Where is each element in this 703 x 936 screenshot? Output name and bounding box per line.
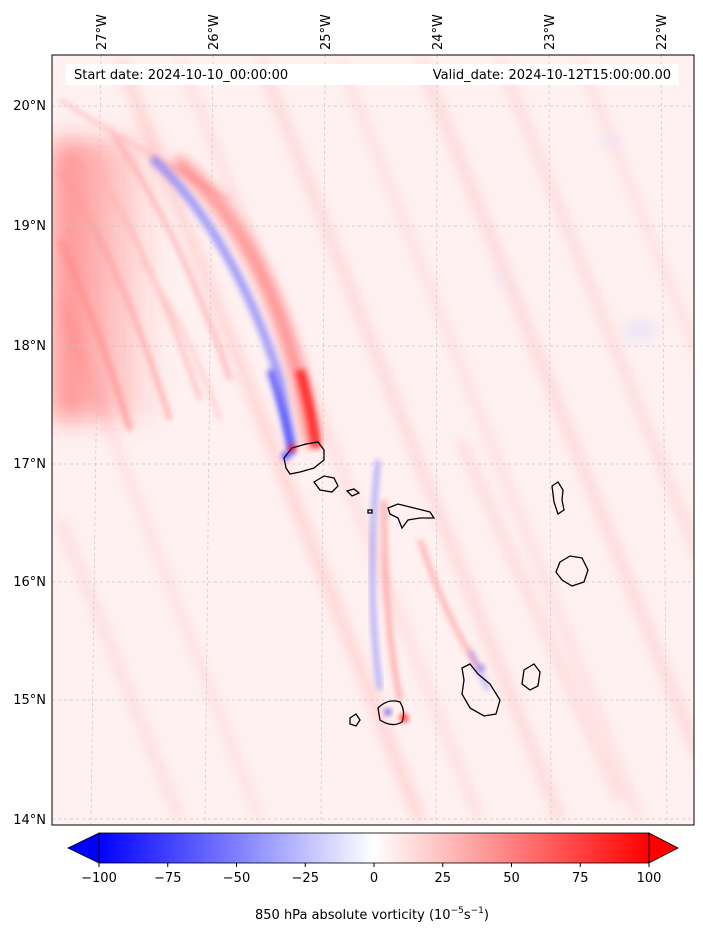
start-date-label: Start date: 2024-10-10_00:00:00 [74, 68, 288, 83]
lon-label-27w: 27°W [95, 14, 110, 50]
colorbar-body [98, 832, 650, 864]
colorbar-ticks: −100 −75 −50 −25 0 25 50 75 100 [81, 863, 661, 886]
graticule [52, 55, 694, 825]
valid-date-label: Valid_date: 2024-10-12T15:00:00.00 [433, 68, 671, 83]
lat-label-17n: 17°N [13, 457, 46, 472]
colorbar: −100 −75 −50 −25 0 25 50 75 100 850 hPa absolute… [67, 832, 679, 923]
vorticity-field [52, 55, 694, 825]
lat-label-18n: 18°N [13, 339, 46, 354]
island-branco [367, 509, 373, 514]
colorbar-tick-label: 75 [572, 871, 589, 886]
colorbar-tick-label: −100 [81, 871, 117, 886]
latitude-labels: 20°N 19°N 18°N 17°N 16°N 15°N 14°N [13, 99, 46, 828]
colorbar-tick-label: −25 [292, 871, 319, 886]
island-santiago [461, 663, 501, 717]
colorbar-tick-label: 25 [434, 871, 451, 886]
lat-label-16n: 16°N [13, 575, 46, 590]
island-santa-luzia [345, 488, 361, 497]
lat-label-19n: 19°N [13, 219, 46, 234]
lat-label-20n: 20°N [13, 99, 46, 114]
lat-label-15n: 15°N [13, 693, 46, 708]
colorbar-extend-left [67, 832, 100, 864]
colorbar-tick-label: 50 [503, 871, 520, 886]
colorbar-tick-label: −50 [223, 871, 250, 886]
island-brava [349, 713, 361, 727]
colorbar-label: 850 hPa absolute vorticity (10−5s−1) [255, 906, 489, 923]
colorbar-tick-label: 0 [370, 871, 378, 886]
map-frame [51, 54, 695, 826]
colorbar-tick-label: 100 [637, 871, 662, 886]
faint-blue-patches [488, 132, 658, 340]
colorbar-tick-label: −75 [154, 871, 181, 886]
main-wake-red [170, 154, 321, 449]
island-boa-vista [555, 555, 589, 587]
lon-label-22w: 22°W [655, 14, 670, 50]
island-sao-nicolau [387, 503, 436, 530]
island-maio [521, 663, 541, 691]
info-box-background [66, 64, 679, 85]
lon-label-23w: 23°W [543, 14, 558, 50]
island-sao-vicente [313, 475, 339, 493]
island-fogo [377, 700, 405, 726]
southern-wakes [369, 459, 490, 701]
colorbar-extend-right [648, 832, 679, 864]
island-vorticity-spots [282, 444, 485, 722]
lon-label-25w: 25°W [319, 14, 334, 50]
island-sal [551, 481, 565, 516]
lat-label-14n: 14°N [13, 813, 46, 828]
longitude-labels: 27°W 26°W 25°W 24°W 23°W 22°W [95, 14, 670, 50]
lon-label-24w: 24°W [431, 14, 446, 50]
lon-label-26w: 26°W [207, 14, 222, 50]
island-santo-antao [283, 441, 325, 475]
coastlines [283, 441, 589, 727]
info-box: Start date: 2024-10-10_00:00:00 Valid_da… [66, 64, 679, 85]
